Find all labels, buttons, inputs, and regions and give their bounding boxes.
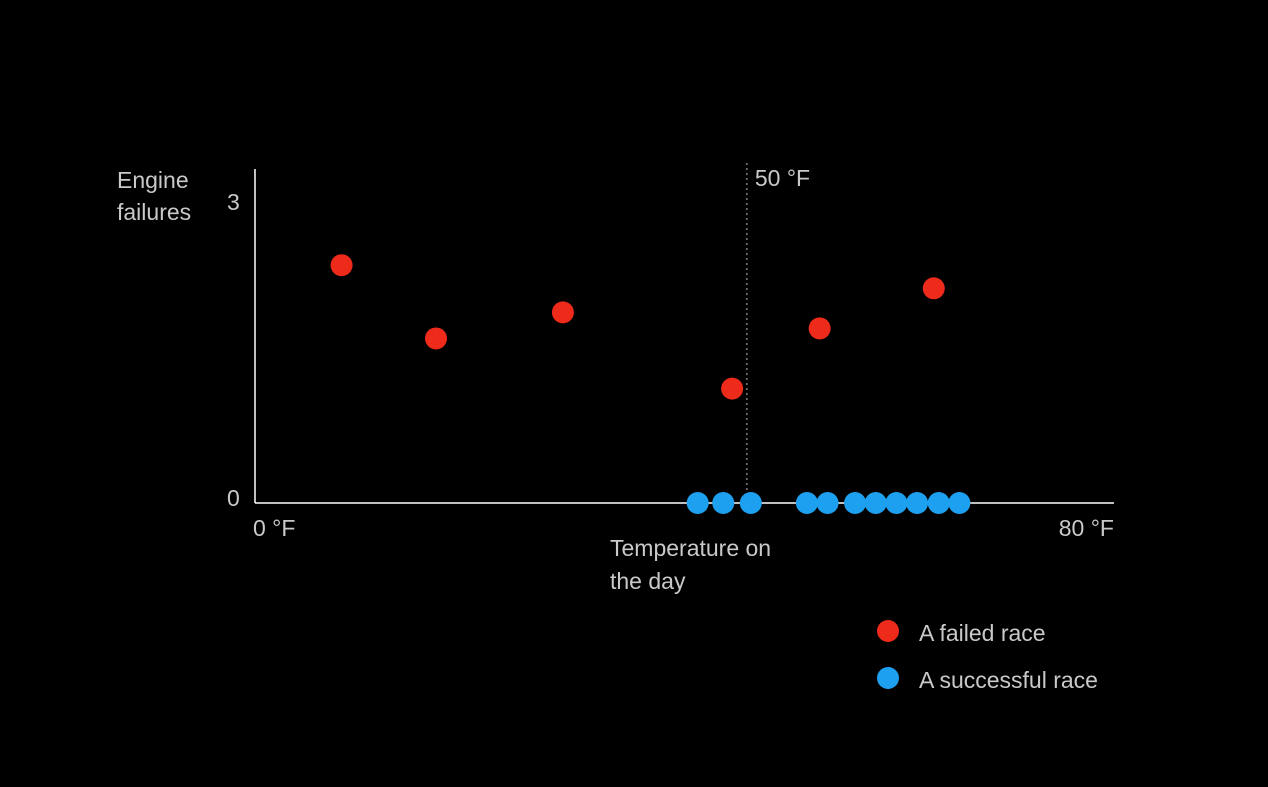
x-tick-label-min: 0 °F bbox=[253, 515, 295, 541]
successful-race-point-9 bbox=[906, 492, 929, 514]
successful-race-point-7 bbox=[864, 492, 887, 514]
failed-race-point-1 bbox=[330, 254, 353, 277]
legend-swatch-failed bbox=[877, 620, 899, 642]
data-points bbox=[330, 254, 971, 514]
failed-race-point-4 bbox=[721, 377, 744, 400]
failed-race-point-5 bbox=[808, 317, 831, 340]
successful-race-point-11 bbox=[948, 492, 971, 514]
successful-race-point-6 bbox=[844, 492, 867, 514]
failed-race-point-3 bbox=[551, 301, 574, 324]
legend: A failed race A successful race bbox=[877, 620, 1098, 693]
legend-label-successful: A successful race bbox=[919, 667, 1098, 693]
x-axis-label-line-2: the day bbox=[610, 568, 686, 594]
x-axis-label: Temperature on the day bbox=[610, 535, 777, 594]
successful-race-point-5 bbox=[816, 492, 839, 514]
y-axis-label-line-1: Engine bbox=[117, 167, 189, 193]
successful-race-point-8 bbox=[885, 492, 908, 514]
y-axis-label: Engine failures bbox=[117, 167, 195, 225]
x-axis-label-line-1: Temperature on bbox=[610, 535, 771, 561]
y-tick-label-zero: 0 bbox=[227, 485, 240, 511]
successful-race-point-3 bbox=[739, 492, 762, 514]
legend-swatch-successful bbox=[877, 667, 899, 689]
successful-race-point-4 bbox=[795, 492, 818, 514]
y-tick-label-max: 3 bbox=[227, 189, 240, 215]
successful-race-point-1 bbox=[686, 492, 709, 514]
legend-label-failed: A failed race bbox=[919, 620, 1046, 646]
successful-race-point-2 bbox=[712, 492, 735, 514]
reference-line-label: 50 °F bbox=[755, 165, 810, 191]
y-axis-label-line-2: failures bbox=[117, 199, 191, 225]
x-tick-label-max: 80 °F bbox=[1059, 515, 1114, 541]
failed-race-point-6 bbox=[922, 277, 945, 300]
failed-race-point-2 bbox=[425, 327, 448, 350]
successful-race-point-10 bbox=[927, 492, 950, 514]
